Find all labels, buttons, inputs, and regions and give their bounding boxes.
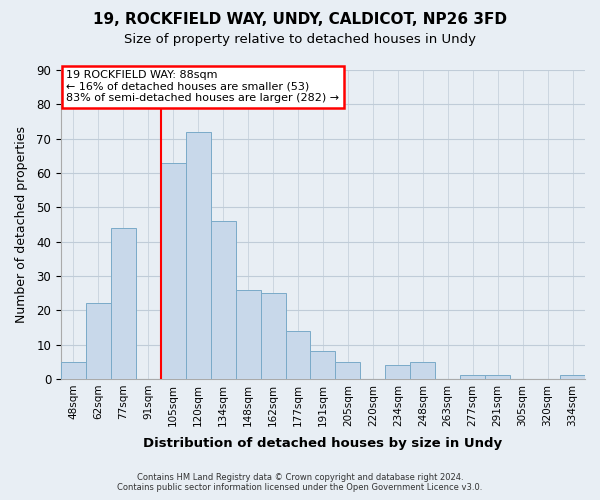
- Bar: [410, 362, 435, 379]
- Bar: [335, 362, 361, 379]
- Bar: [260, 293, 286, 379]
- Bar: [111, 228, 136, 379]
- Bar: [560, 376, 585, 379]
- Bar: [86, 304, 111, 379]
- Bar: [485, 376, 510, 379]
- X-axis label: Distribution of detached houses by size in Undy: Distribution of detached houses by size …: [143, 437, 503, 450]
- Bar: [310, 352, 335, 379]
- Bar: [385, 365, 410, 379]
- Bar: [211, 221, 236, 379]
- Bar: [236, 290, 260, 379]
- Bar: [61, 362, 86, 379]
- Text: Size of property relative to detached houses in Undy: Size of property relative to detached ho…: [124, 32, 476, 46]
- Bar: [161, 162, 186, 379]
- Bar: [286, 331, 310, 379]
- Text: Contains HM Land Registry data © Crown copyright and database right 2024.
Contai: Contains HM Land Registry data © Crown c…: [118, 473, 482, 492]
- Text: 19 ROCKFIELD WAY: 88sqm
← 16% of detached houses are smaller (53)
83% of semi-de: 19 ROCKFIELD WAY: 88sqm ← 16% of detache…: [66, 70, 339, 103]
- Bar: [186, 132, 211, 379]
- Y-axis label: Number of detached properties: Number of detached properties: [15, 126, 28, 323]
- Bar: [460, 376, 485, 379]
- Text: 19, ROCKFIELD WAY, UNDY, CALDICOT, NP26 3FD: 19, ROCKFIELD WAY, UNDY, CALDICOT, NP26 …: [93, 12, 507, 28]
